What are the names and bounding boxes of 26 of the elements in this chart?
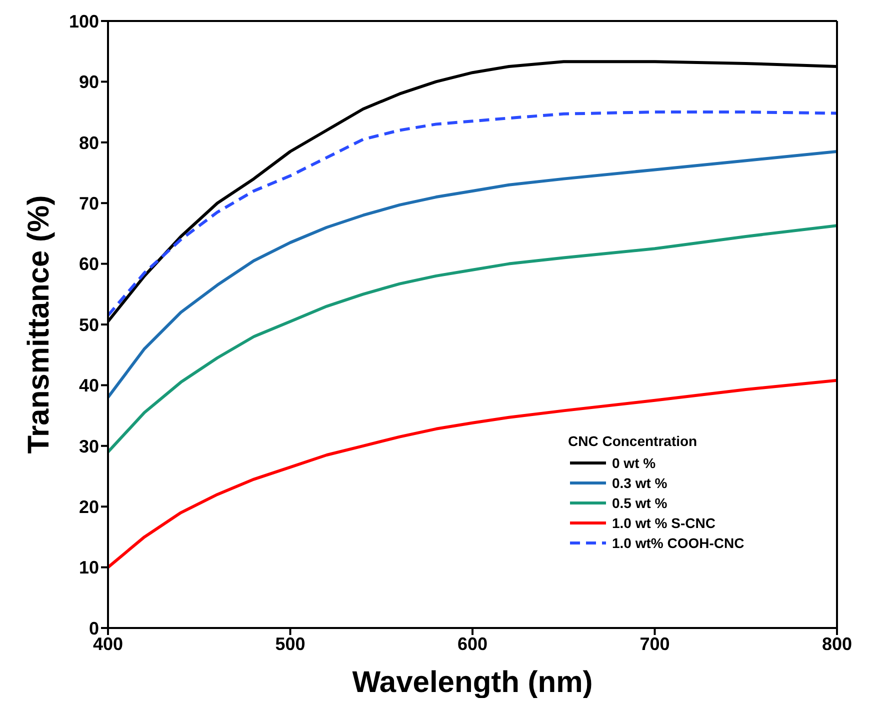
y-tick-label: 50 [78, 314, 99, 335]
y-tick-label: 100 [68, 11, 99, 32]
line-series [108, 224, 837, 454]
legend-label: 1.0 wt % S-CNC [612, 515, 716, 531]
y-tick-label: 20 [78, 496, 99, 517]
x-tick-label: 500 [275, 634, 306, 654]
line-series [108, 110, 837, 317]
y-axis-title: Transmittance (%) [22, 195, 56, 454]
y-tick-label: 30 [78, 436, 99, 456]
legend-title: CNC Concentration [568, 433, 698, 449]
legend-label: 0.3 wt % [612, 475, 668, 491]
y-tick-label: 10 [78, 558, 99, 578]
y-tick-label: 40 [78, 376, 99, 396]
legend-label: 0.5 wt % [612, 495, 668, 511]
y-tick-label: 80 [78, 132, 99, 153]
y-tick-label: 70 [78, 193, 99, 214]
x-tick-label: 600 [457, 634, 488, 654]
y-tick-label: 90 [78, 72, 99, 92]
x-axis-title: Wavelength (nm) [352, 666, 593, 699]
legend-label: 1.0 wt% COOH-CNC [612, 535, 744, 551]
x-tick-label: 800 [822, 634, 852, 654]
line-series [108, 378, 837, 569]
x-tick-label: 700 [640, 634, 670, 654]
line-series [108, 150, 837, 399]
legend-label: 0 wt % [612, 455, 656, 471]
y-tick-label: 60 [78, 254, 99, 274]
